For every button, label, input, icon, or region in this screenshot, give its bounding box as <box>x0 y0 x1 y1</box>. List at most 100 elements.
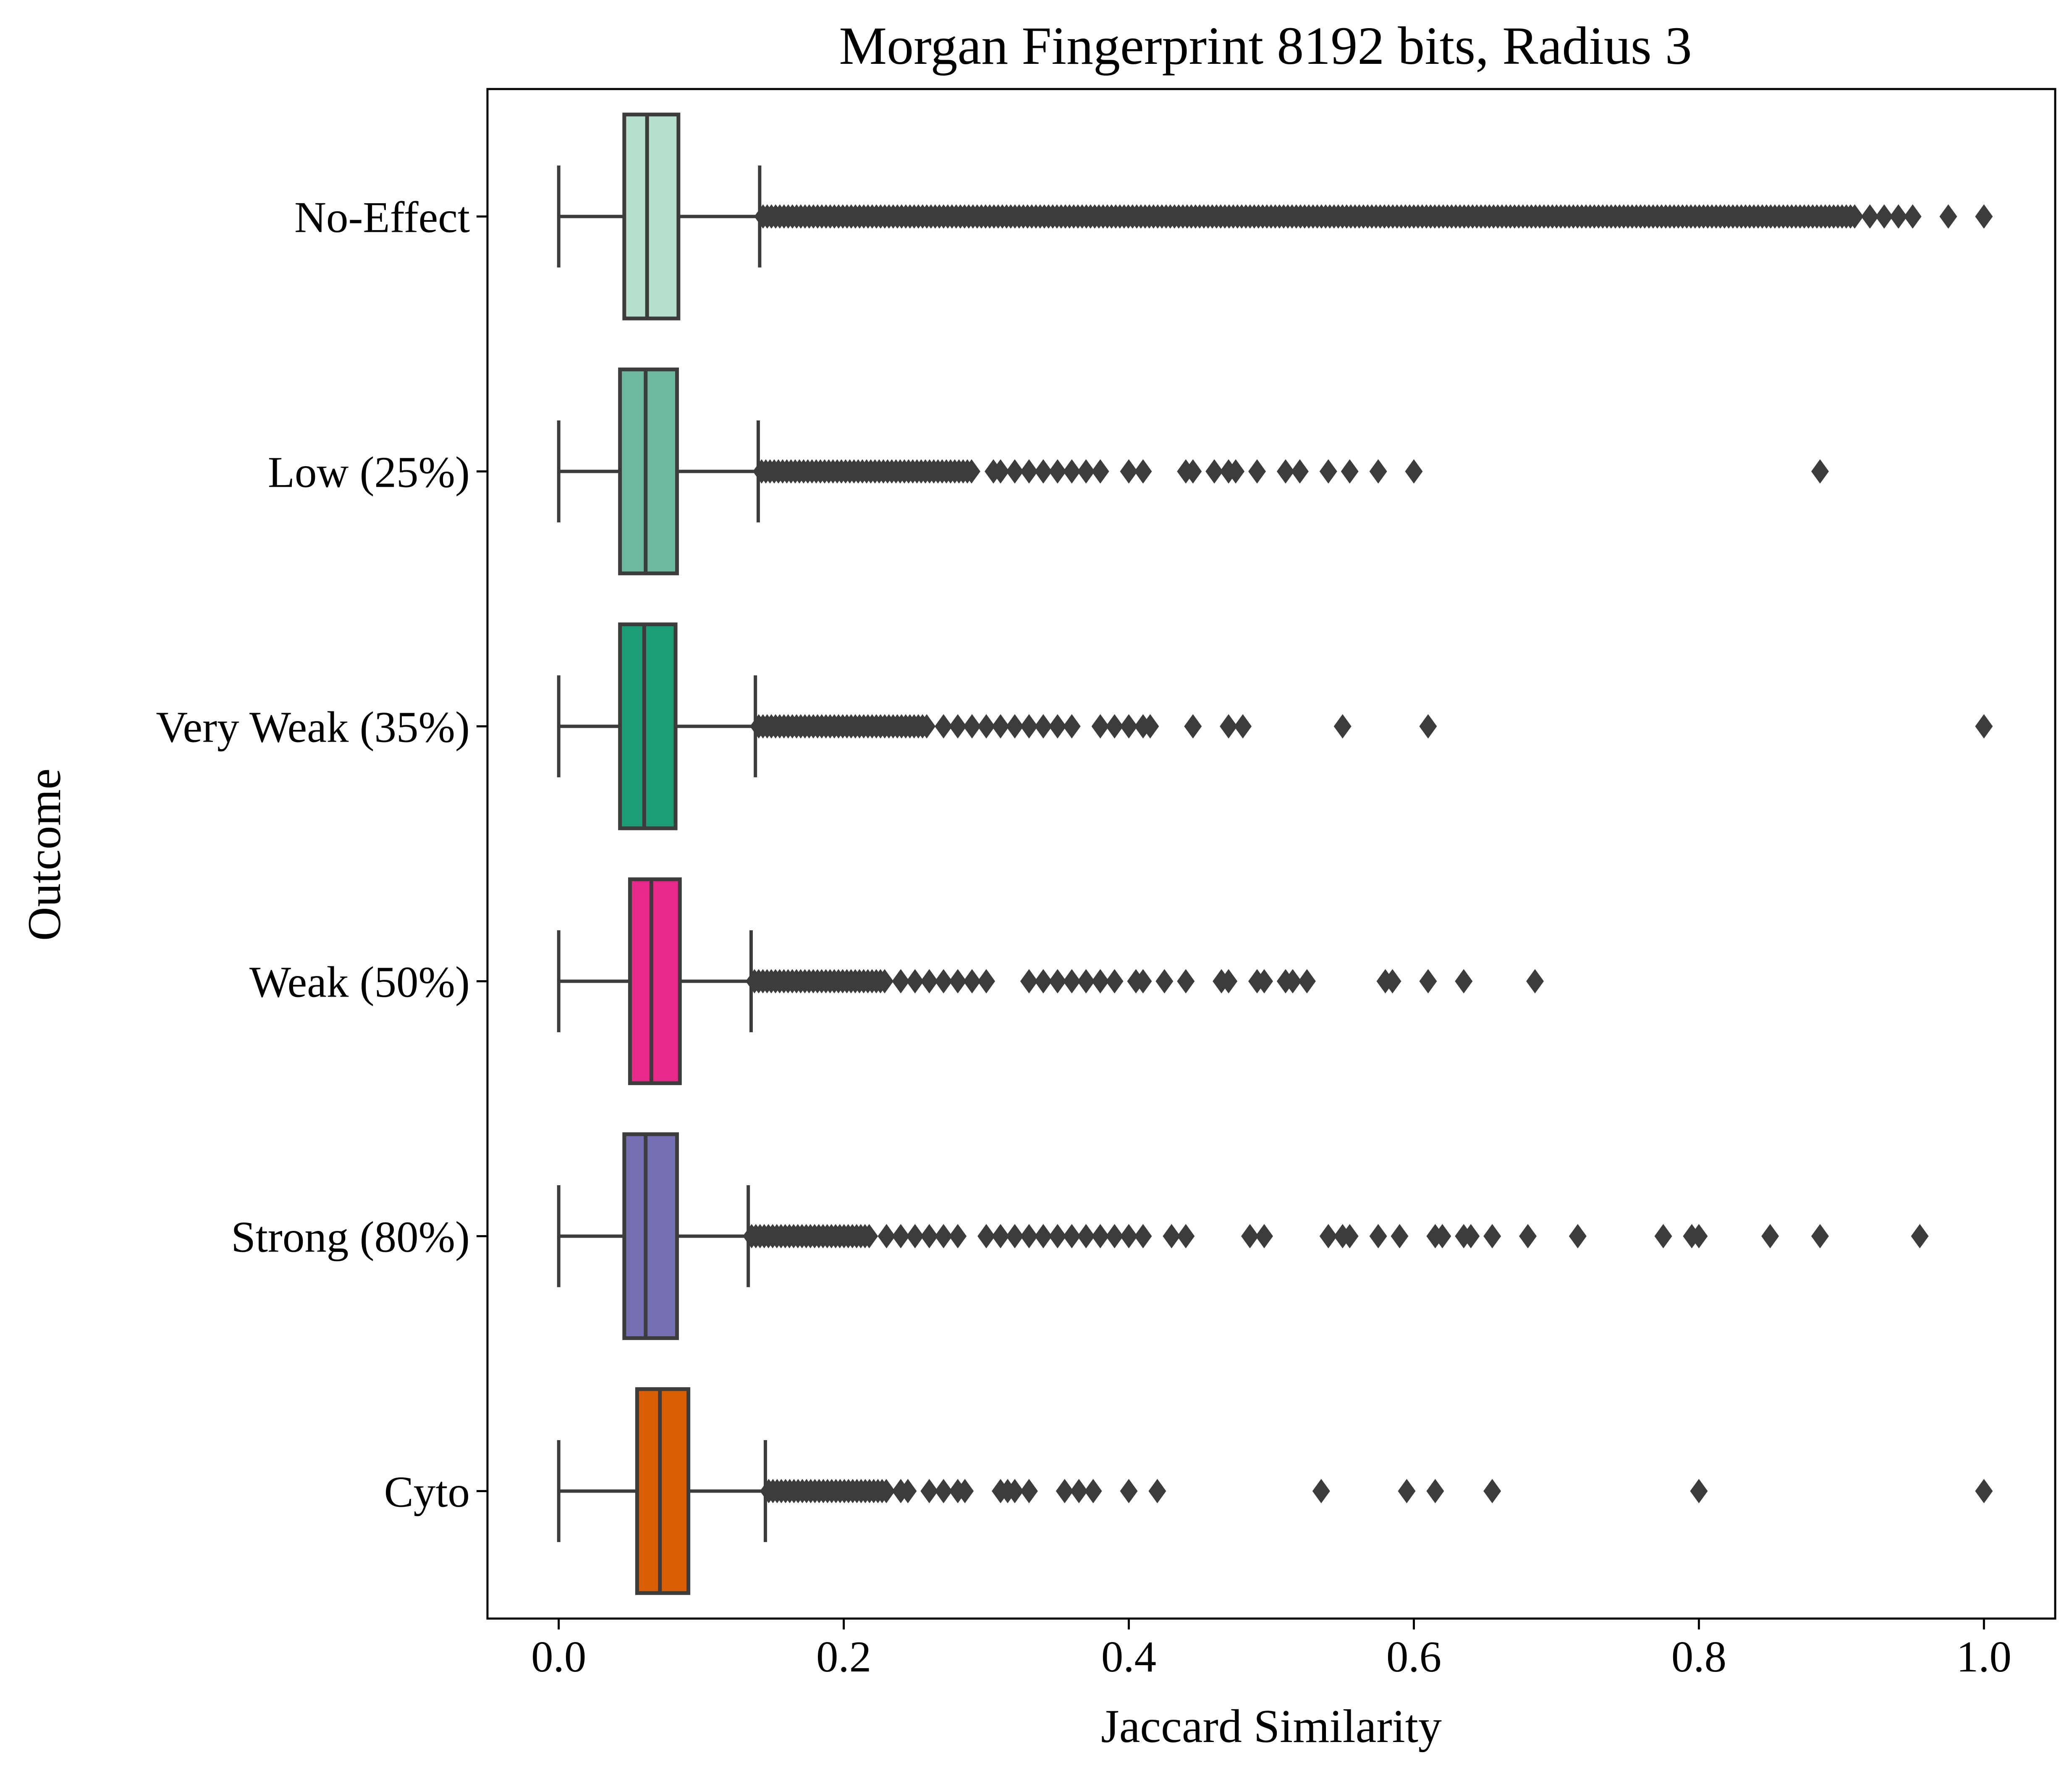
outlier-point <box>1889 204 1907 229</box>
box-iqr <box>628 877 682 1085</box>
outlier-point <box>1455 969 1473 994</box>
x-tick-label: 0.4 <box>1101 1632 1156 1681</box>
y-tick-label: Strong (80%) <box>231 1212 470 1262</box>
outlier-point <box>1084 1479 1102 1503</box>
outlier-point <box>977 1224 995 1249</box>
outlier-point <box>920 969 938 994</box>
outlier-point <box>1291 459 1309 484</box>
y-tick-label: Very Weak (35%) <box>156 703 470 752</box>
outlier-point <box>1184 459 1202 484</box>
outlier-point <box>1077 459 1095 484</box>
x-axis-label: Jaccard Similarity <box>1101 1700 1442 1753</box>
x-tick-label: 0.8 <box>1671 1632 1726 1681</box>
box-group <box>557 1387 1993 1595</box>
outlier-point <box>949 1224 967 1249</box>
outlier-point <box>920 1479 938 1503</box>
outlier-point <box>1911 1224 1929 1249</box>
outlier-point <box>1333 714 1352 739</box>
outlier-point <box>1419 714 1437 739</box>
box-group <box>557 113 1993 320</box>
outlier-point <box>1369 459 1387 484</box>
outlier-point <box>1975 1479 1993 1503</box>
outlier-point <box>1091 714 1109 739</box>
chart-title: Morgan Fingerprint 8192 bits, Radius 3 <box>839 16 1692 76</box>
x-axis: 0.0 0.2 0.4 0.6 0.8 1.0 <box>531 1619 2012 1681</box>
outlier-point <box>1134 1224 1152 1249</box>
outlier-point <box>1177 969 1195 994</box>
outlier-point <box>899 1479 917 1503</box>
outlier-point <box>1020 1224 1038 1249</box>
outlier-point <box>1020 459 1038 484</box>
outlier-point <box>1205 459 1223 484</box>
outlier-point <box>1255 1224 1273 1249</box>
outlier-point <box>1105 714 1124 739</box>
outlier-point <box>1654 1224 1672 1249</box>
outlier-point <box>877 1479 895 1503</box>
outlier-point <box>1006 1479 1024 1503</box>
outlier-point <box>918 714 936 739</box>
outlier-point <box>1276 459 1294 484</box>
outlier-point <box>892 1224 910 1249</box>
x-tick-label: 0.2 <box>816 1632 871 1681</box>
outlier-point <box>920 1224 938 1249</box>
outlier-point <box>963 714 981 739</box>
outlier-point <box>906 969 924 994</box>
outlier-point <box>1284 969 1302 994</box>
outlier-point <box>1091 969 1109 994</box>
outlier-point <box>1462 1224 1480 1249</box>
outlier-point <box>1077 969 1095 994</box>
box-group <box>557 367 1829 575</box>
outlier-point <box>963 969 981 994</box>
outlier-point <box>1341 459 1359 484</box>
outlier-point <box>1234 714 1252 739</box>
outlier-point <box>1312 1479 1330 1503</box>
outlier-point <box>1177 1224 1195 1249</box>
outlier-point <box>1063 1224 1081 1249</box>
outlier-point <box>1091 459 1109 484</box>
outlier-point <box>1811 459 1829 484</box>
outlier-point <box>1134 969 1152 994</box>
outlier-point <box>1811 1224 1829 1249</box>
outlier-point <box>1020 969 1038 994</box>
outlier-point <box>1319 459 1337 484</box>
outlier-point <box>992 1224 1010 1249</box>
outlier-point <box>1298 969 1316 994</box>
outlier-point <box>1020 1479 1038 1503</box>
outlier-point <box>1048 969 1066 994</box>
box-group <box>557 877 1544 1085</box>
outlier-point <box>1483 1479 1501 1503</box>
outlier-point <box>1369 1224 1387 1249</box>
plot-area <box>557 113 1993 1595</box>
outlier-point <box>1241 1224 1259 1249</box>
x-tick-label: 0.0 <box>531 1632 586 1681</box>
outlier-point <box>1034 1224 1052 1249</box>
outlier-point <box>935 714 953 739</box>
outlier-point <box>1006 459 1024 484</box>
outlier-point <box>906 1224 924 1249</box>
outlier-point <box>1341 1224 1359 1249</box>
outlier-point <box>1077 1224 1095 1249</box>
outlier-point <box>992 459 1010 484</box>
outlier-point <box>1391 1224 1409 1249</box>
box-group <box>557 1132 1929 1340</box>
outlier-point <box>1861 204 1879 229</box>
outlier-point <box>1063 714 1081 739</box>
outlier-point <box>1105 969 1124 994</box>
outlier-point <box>1034 969 1052 994</box>
box-iqr <box>635 1387 691 1595</box>
outlier-point <box>1034 459 1052 484</box>
outlier-point <box>992 714 1010 739</box>
y-axis-label: Outcome <box>18 769 71 941</box>
outlier-point <box>1220 969 1238 994</box>
outlier-point <box>1120 1224 1138 1249</box>
outlier-point <box>962 459 980 484</box>
outlier-point <box>1020 714 1038 739</box>
outlier-point <box>1846 204 1864 229</box>
outlier-point <box>1975 204 1993 229</box>
outlier-point <box>1070 1479 1088 1503</box>
plot-frame <box>486 88 2056 1620</box>
outlier-point <box>1904 204 1922 229</box>
outlier-point <box>1690 1224 1708 1249</box>
outlier-point <box>1120 1479 1138 1503</box>
outlier-point <box>1048 1224 1066 1249</box>
